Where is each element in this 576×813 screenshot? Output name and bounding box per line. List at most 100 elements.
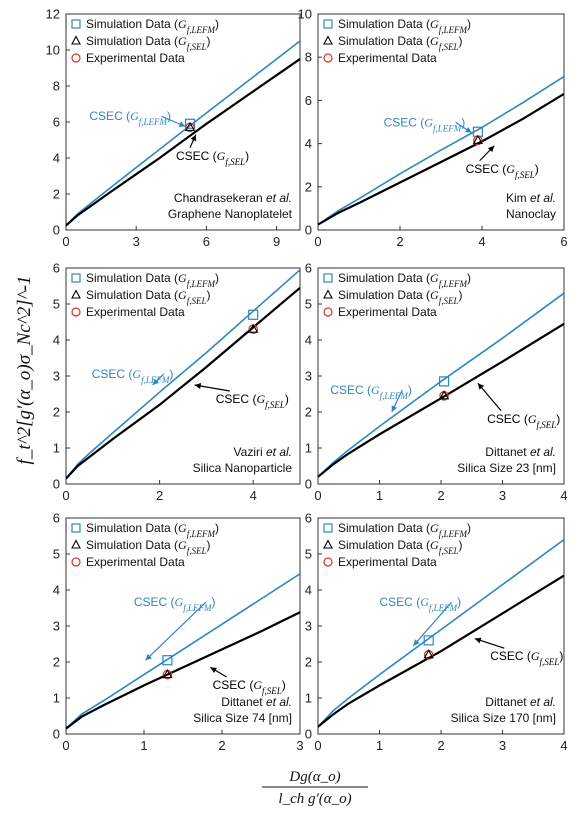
series-line-csec-lefm xyxy=(66,40,300,227)
legend-marker-circle xyxy=(323,557,333,567)
csec-arrow-lefm-head xyxy=(391,405,398,412)
csec-label-lefm: CSEC (Gf,LEFM) xyxy=(380,595,462,613)
series-line-csec-lefm xyxy=(318,292,564,478)
x-tick-label: 4 xyxy=(250,488,257,503)
panel-material: Silica Size 74 [nm] xyxy=(193,711,292,725)
legend-marker-triangle xyxy=(323,289,333,299)
csec-arrow-sel-head xyxy=(487,145,495,153)
legend-marker-square xyxy=(71,19,81,29)
legend-label: Simulation Data (Gf,LEFM) xyxy=(338,271,471,289)
x-axis-label-denominator: l_ch g'(α_o) xyxy=(278,791,351,807)
point-simulation-sel xyxy=(438,390,450,400)
y-tick-label: 5 xyxy=(305,297,312,312)
y-tick-label: 6 xyxy=(53,261,60,276)
y-tick-label: 1 xyxy=(305,441,312,456)
csec-label-sel: CSEC (Gf,SEL) xyxy=(176,149,249,167)
x-tick-label: 3 xyxy=(499,738,506,753)
x-tick-label: 4 xyxy=(560,738,567,753)
legend-label: Simulation Data (Gf,LEFM) xyxy=(338,521,471,539)
panel-author: Dittanet et al. xyxy=(221,695,292,709)
x-tick-label: 6 xyxy=(560,234,567,249)
series-line-csec-lefm xyxy=(66,269,300,480)
y-tick-label: 2 xyxy=(53,405,60,420)
panel-e: 0 1 2 3 4 5 6 0 1 2 3 Simulation Data (Gf,LEFM)Simu… xyxy=(53,511,304,754)
panel-author: Dittanet et al. xyxy=(485,695,556,709)
csec-label-sel: CSEC (Gf,SEL) xyxy=(490,649,563,667)
x-tick-label: 1 xyxy=(376,738,383,753)
legend-marker-square xyxy=(323,273,333,283)
y-tick-label: 2 xyxy=(305,655,312,670)
x-tick-label: 0 xyxy=(62,738,69,753)
y-tick-label: 5 xyxy=(53,297,60,312)
legend-label: Experimental Data xyxy=(86,555,185,569)
y-tick-label: 4 xyxy=(305,583,312,598)
panel-author: Kim et al. xyxy=(506,191,556,205)
csec-arrow-lefm-head xyxy=(145,653,152,661)
point-simulation-lefm xyxy=(248,309,259,320)
panel-d: 0 1 2 3 4 5 6 0 1 2 3 4 Simulation Data (Gf,LEFM)Sim… xyxy=(305,261,568,504)
legend-label: Simulation Data (Gf,LEFM) xyxy=(86,17,219,35)
y-tick-label: 2 xyxy=(305,405,312,420)
csec-label-sel: CSEC (Gf,SEL) xyxy=(216,392,289,410)
csec-label-sel: CSEC (Gf,SEL) xyxy=(487,412,560,430)
legend-marker-triangle xyxy=(323,539,333,549)
point-simulation-sel xyxy=(184,121,196,131)
panel-a: 0 2 4 6 8 10 12 0 3 6 9 Simulation Data (Gf,LEFM)Si… xyxy=(46,7,301,249)
legend-marker-square xyxy=(71,273,81,283)
legend-marker-triangle xyxy=(323,35,333,45)
y-tick-label: 0 xyxy=(53,477,60,492)
y-tick-label: 4 xyxy=(305,333,312,348)
x-tick-label: 3 xyxy=(133,234,140,249)
x-tick-label: 2 xyxy=(437,738,444,753)
legend-label: Simulation Data (Gf,SEL) xyxy=(338,288,462,306)
csec-label-sel: CSEC (Gf,SEL) xyxy=(466,162,539,180)
legend-marker-square xyxy=(323,523,333,533)
y-tick-label: 8 xyxy=(53,79,60,94)
legend-marker-triangle xyxy=(71,539,81,549)
panel-material: Silica Nanoparticle xyxy=(193,461,293,475)
plot-frame xyxy=(317,13,565,231)
x-tick-label: 1 xyxy=(140,738,147,753)
legend-label: Experimental Data xyxy=(338,555,437,569)
legend-marker-square xyxy=(71,523,81,533)
point-simulation-lefm xyxy=(438,376,450,387)
legend-label: Simulation Data (Gf,SEL) xyxy=(86,538,210,556)
legend-marker-circle xyxy=(323,307,333,317)
y-tick-label: 0 xyxy=(53,223,60,238)
point-simulation-sel xyxy=(472,134,484,144)
csec-label-lefm: CSEC (Gf,LEFM) xyxy=(384,115,466,133)
y-tick-label: 0 xyxy=(53,727,60,742)
series-line-csec-sel xyxy=(318,574,564,728)
x-tick-label: 2 xyxy=(437,488,444,503)
legend-label: Simulation Data (Gf,LEFM) xyxy=(86,521,219,539)
panel-author: Dittanet et al. xyxy=(485,445,556,459)
panel-material: Nanoclay xyxy=(506,207,556,221)
csec-label-lefm: CSEC (Gf,LEFM) xyxy=(89,109,171,127)
x-tick-label: 0 xyxy=(62,488,69,503)
y-tick-label: 3 xyxy=(53,619,60,634)
series-line-csec-sel xyxy=(318,92,564,226)
legend-label: Experimental Data xyxy=(86,51,185,65)
y-tick-label: 4 xyxy=(305,136,312,151)
legend-marker-circle xyxy=(71,53,81,63)
panel-material: Silica Size 170 [nm] xyxy=(451,711,556,725)
series-line-csec-sel xyxy=(66,58,300,227)
panel-material: Silica Size 23 [nm] xyxy=(457,461,556,475)
y-tick-label: 6 xyxy=(305,511,312,526)
point-simulation-lefm xyxy=(162,655,173,666)
series-line-csec-lefm xyxy=(318,75,564,226)
y-tick-label: 3 xyxy=(305,619,312,634)
csec-arrow-sel-head xyxy=(477,383,485,390)
y-tick-label: 2 xyxy=(53,655,60,670)
x-tick-label: 1 xyxy=(376,488,383,503)
x-tick-label: 0 xyxy=(62,234,69,249)
y-tick-label: 2 xyxy=(305,179,312,194)
csec-arrow-lefm-head xyxy=(178,121,186,127)
x-axis-label-numerator: Dg(α_o) xyxy=(288,769,340,785)
y-tick-label: 3 xyxy=(53,369,60,384)
x-tick-label: 3 xyxy=(296,738,303,753)
y-tick-label: 1 xyxy=(305,691,312,706)
x-tick-label: 6 xyxy=(203,234,210,249)
y-tick-label: 4 xyxy=(53,583,60,598)
csec-arrow-sel-head xyxy=(194,383,202,389)
